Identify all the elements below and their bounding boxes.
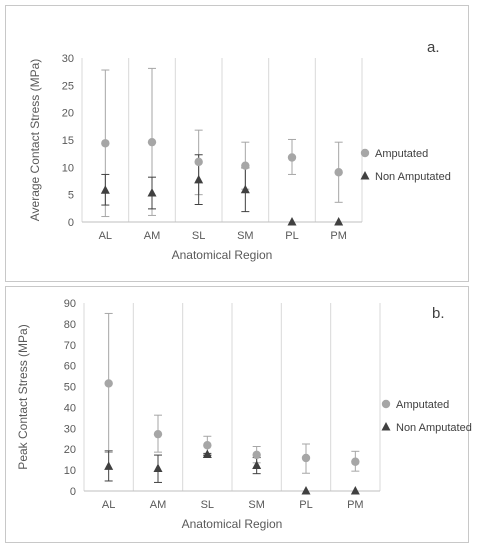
legend-marker-non-amputated	[381, 422, 391, 431]
data-point-non-amputated	[153, 463, 163, 472]
chart-panel-a: a. 0 5 10 15 20 25 30 AL AM SL SM PL PM Anatomical Re…	[5, 5, 469, 282]
panel-label: a.	[427, 39, 440, 56]
data-point-amputated	[241, 161, 250, 170]
data-point-non-amputated	[100, 185, 110, 194]
y-tick-label: 0	[70, 486, 76, 498]
x-tick-label: AM	[144, 230, 161, 242]
y-tick-label: 5	[68, 190, 74, 202]
legend-label: Amputated	[375, 148, 428, 160]
legend-marker-non-amputated	[360, 171, 370, 180]
data-point-non-amputated	[350, 486, 360, 495]
panel-label: b.	[432, 305, 445, 322]
data-point-non-amputated	[301, 486, 311, 495]
data-point-non-amputated	[104, 461, 114, 470]
x-axis-title: Anatomical Region	[182, 517, 283, 531]
data-point-amputated	[351, 457, 360, 466]
x-tick-label: PL	[285, 230, 298, 242]
legend-label: Non Amputated	[396, 422, 472, 434]
data-point-amputated	[203, 441, 212, 450]
y-tick-label: 10	[62, 162, 74, 174]
legend-label: Non Amputated	[375, 171, 451, 183]
x-tick-label: AL	[99, 230, 112, 242]
data-point-non-amputated	[194, 174, 204, 184]
data-point-non-amputated	[202, 449, 212, 458]
y-tick-label: 25	[62, 80, 74, 92]
data-point-amputated	[153, 429, 163, 439]
y-tick-label: 70	[64, 340, 76, 352]
x-tick-label: SL	[192, 230, 205, 242]
data-point-non-amputated	[334, 217, 344, 226]
data-point-non-amputated	[240, 184, 250, 194]
x-tick-label: AM	[150, 499, 167, 511]
y-axis-title: Average Contact Stress (MPa)	[28, 59, 42, 222]
y-tick-label: 20	[62, 108, 74, 120]
data-point-amputated	[301, 453, 311, 463]
y-tick-label: 50	[64, 382, 76, 394]
y-tick-label: 40	[64, 402, 76, 414]
x-tick-label: PM	[347, 499, 364, 511]
y-tick-label: 15	[62, 135, 74, 147]
data-point-amputated	[287, 153, 297, 162]
data-point-amputated	[252, 450, 261, 460]
y-tick-label: 60	[64, 361, 76, 373]
y-tick-label: 0	[68, 217, 74, 229]
data-point-amputated	[334, 168, 343, 177]
data-point-amputated	[101, 139, 110, 148]
y-tick-label: 90	[64, 298, 76, 310]
x-tick-label: SM	[237, 230, 254, 242]
x-axis-title: Anatomical Region	[172, 248, 273, 262]
y-tick-label: 10	[64, 465, 76, 477]
chart-panel-b: b. 0 10 20 30 40 50 60 70 80 90 AL AM SL SM PL PM Anatom…	[5, 286, 472, 543]
legend-marker-amputated	[360, 148, 370, 158]
y-tick-label: 80	[64, 319, 76, 331]
x-tick-label: AL	[102, 499, 115, 511]
data-point-amputated	[147, 137, 157, 147]
x-tick-label: SL	[201, 499, 214, 511]
data-point-non-amputated	[287, 217, 297, 226]
y-tick-label: 20	[64, 444, 76, 456]
data-point-non-amputated	[252, 460, 262, 470]
legend-marker-amputated	[381, 399, 391, 409]
legend-label: Amputated	[396, 399, 449, 411]
y-tick-label: 30	[64, 423, 76, 435]
chart-b-svg: 0 10 20 30 40 50 60 70 80 90 AL AM SL SM PL PM Anatomica…	[16, 298, 472, 531]
data-point-non-amputated	[147, 188, 157, 197]
y-tick-label: 30	[62, 53, 74, 65]
x-tick-label: SM	[248, 499, 265, 511]
x-tick-label: PM	[330, 230, 347, 242]
data-point-amputated	[194, 157, 203, 167]
chart-a-svg: 0 5 10 15 20 25 30 AL AM SL SM PL PM Anatomical Regio…	[28, 53, 451, 262]
data-point-amputated	[104, 379, 113, 388]
y-axis-title: Peak Contact Stress (MPa)	[16, 324, 30, 469]
x-tick-label: PL	[299, 499, 312, 511]
